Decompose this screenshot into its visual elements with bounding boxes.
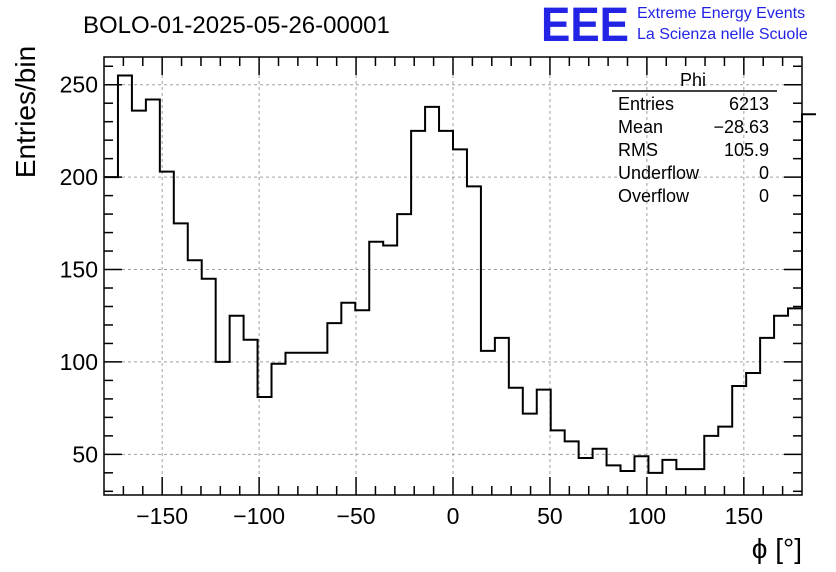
logo-line-2: La Scienza nelle Scuole (637, 26, 808, 43)
stats-row-value: 0 (759, 163, 769, 183)
stats-row-value: 105.9 (724, 140, 769, 160)
stats-row-label: Overflow (618, 186, 690, 206)
stats-box: Phi Entries 6213 Mean −28.63 RMS 105.9 Underfl… (612, 70, 777, 206)
x-tick-label: 100 (628, 503, 666, 529)
eee-logo: EEE Extreme Energy Events La Scienza nel… (541, 0, 808, 52)
x-tick-label: −50 (337, 503, 376, 529)
stats-row-label: RMS (618, 140, 658, 160)
x-axis-label: ϕ [°] (752, 533, 802, 564)
x-tick-label: −100 (233, 503, 285, 529)
y-tick-labels: 50 100 150 200 250 (60, 72, 98, 468)
grid-lines (104, 57, 802, 495)
y-axis-label: Entries/bin (10, 46, 41, 178)
stats-rows: Entries 6213 Mean −28.63 RMS 105.9 Underflow 0 O… (618, 94, 769, 206)
y-tick-label: 200 (60, 164, 98, 190)
stats-row-value: −28.63 (713, 117, 769, 137)
y-tick-label: 150 (60, 257, 98, 283)
chart-title: BOLO-01-2025-05-26-00001 (83, 12, 390, 39)
x-tick-label: 50 (537, 503, 563, 529)
x-tick-labels: −150 −100 −50 0 50 100 150 (136, 503, 763, 529)
y-tick-label: 250 (60, 72, 98, 98)
stats-name: Phi (680, 70, 706, 90)
logo-line-1: Extreme Energy Events (637, 5, 805, 22)
eee-logo-mark: EEE (541, 0, 629, 52)
x-tick-label: 0 (447, 503, 460, 529)
axis-ticks (104, 57, 802, 495)
stats-row-label: Underflow (618, 163, 700, 183)
x-tick-label: −150 (136, 503, 188, 529)
stats-row-label: Entries (618, 94, 674, 114)
y-tick-label: 50 (72, 441, 98, 467)
stats-row-label: Mean (618, 117, 663, 137)
histogram-series (104, 74, 816, 474)
stats-row-value: 0 (759, 186, 769, 206)
x-tick-label: 150 (725, 503, 763, 529)
stats-row-value: 6213 (729, 94, 769, 114)
y-tick-label: 100 (60, 349, 98, 375)
